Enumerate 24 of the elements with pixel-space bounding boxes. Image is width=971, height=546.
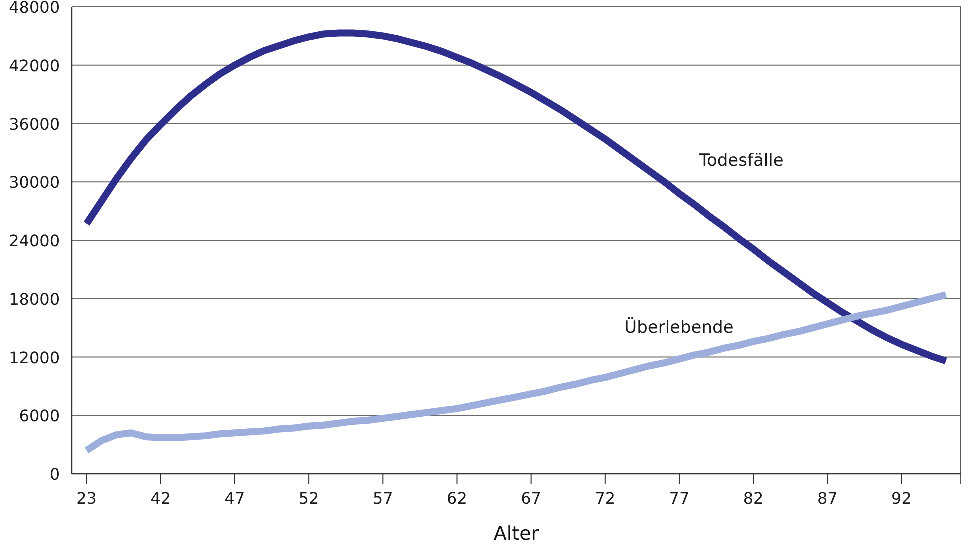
x-tick-label: 92 <box>892 489 912 508</box>
x-axis-title: Alter <box>494 523 540 545</box>
y-tick-label: 18000 <box>9 290 60 309</box>
y-tick-label: 48000 <box>9 0 60 17</box>
x-tick-label: 87 <box>817 489 838 508</box>
x-tick-label: 42 <box>150 489 172 508</box>
x-tick-label: 67 <box>521 489 542 508</box>
series-label: Todesfälle <box>698 150 784 171</box>
y-tick-label: 12000 <box>9 348 60 368</box>
y-tick-label: 42000 <box>9 56 60 76</box>
x-tick-label: 77 <box>669 489 690 508</box>
x-tick-label: 52 <box>298 489 320 508</box>
x-tick-label: 82 <box>743 489 764 508</box>
y-tick-label: 36000 <box>9 114 60 134</box>
x-tick-label: 47 <box>224 489 246 508</box>
x-tick-label: 57 <box>372 489 394 508</box>
x-tick-label: 72 <box>595 489 616 508</box>
y-tick-label: 30000 <box>9 173 60 192</box>
y-tick-label: 24000 <box>9 232 60 250</box>
y-tick-label: 0 <box>50 465 60 484</box>
y-tick-label: 6000 <box>19 406 60 426</box>
series-label: Überlebende <box>624 317 734 338</box>
x-tick-label: 62 <box>447 489 468 508</box>
x-tick-label: 23 <box>76 489 97 508</box>
